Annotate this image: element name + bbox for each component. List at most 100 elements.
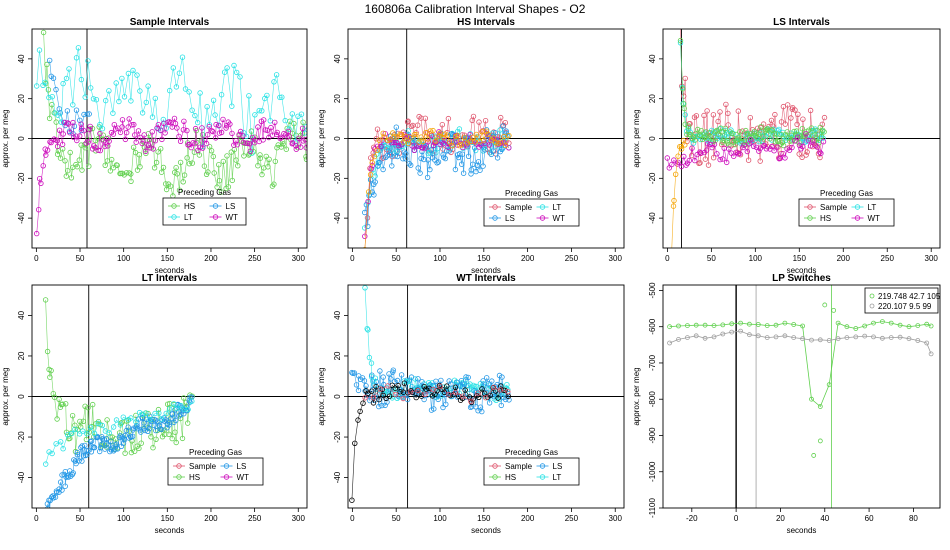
data-point [293,146,299,152]
data-point [384,145,390,151]
data-point [199,125,205,131]
data-point [820,127,826,133]
data-point [764,323,770,329]
data-point [492,130,498,136]
data-point [755,131,762,137]
legend-swatch-point [176,463,182,469]
data-point [362,233,368,239]
y-tick-label: 0 [333,136,342,141]
data-point [231,62,237,69]
data-point [720,137,726,143]
data-point [78,142,84,148]
data-point [677,37,684,44]
data-point [62,158,68,164]
data-point [68,175,75,181]
data-point [47,57,53,64]
data-point [128,98,134,104]
data-point [397,389,403,395]
data-point [100,132,106,138]
data-point [880,335,885,341]
data-point [192,140,198,147]
data-point [758,124,764,130]
data-point [88,438,95,444]
data-point [296,135,302,141]
data-point [697,160,703,166]
data-point [50,75,57,81]
data-point [376,403,382,410]
data-point [134,426,141,432]
data-point [82,94,88,100]
data-point [368,360,375,366]
data-point [89,146,96,152]
data-point [206,123,212,130]
data-point [807,107,814,114]
data-point [158,426,165,433]
data-point [818,150,824,157]
series-line [47,396,192,508]
legend-swatch-point [539,215,546,221]
legend-swatch-point [212,214,219,220]
data-point [502,396,509,403]
legend-swatch-point [539,474,546,480]
legend-title: Preceding Gas [189,448,242,457]
data-point [172,417,179,424]
data-point [387,387,393,393]
data-point [112,442,118,448]
x-tick-label: 50 [392,254,401,263]
data-point [64,108,71,114]
data-point [755,333,761,339]
data-point [259,108,265,114]
data-point [298,144,304,150]
data-point [791,128,797,135]
data-point [269,132,276,138]
data-point [809,396,814,402]
y-axis-label: approx. per meg [317,109,326,167]
panel-sample: Sample Intervals seconds approx. per meg 0 5… [1,17,308,275]
data-point [44,147,51,153]
data-point [282,117,288,124]
data-point [86,163,92,169]
data-point [197,144,203,150]
data-point [138,440,144,446]
data-point [725,135,731,141]
data-point [449,142,455,149]
data-point [675,153,681,159]
data-point [142,148,149,155]
data-point [835,336,841,342]
data-point [236,131,242,138]
x-tick-label: 200 [521,254,535,263]
data-point [747,134,753,140]
data-point [143,99,149,106]
data-point [66,66,72,72]
data-point [243,140,249,146]
data-point [769,127,775,133]
data-point [261,117,267,123]
data-point [362,395,368,401]
data-point [391,378,398,385]
data-point [57,155,64,161]
data-point [213,121,219,128]
data-point [818,133,825,140]
data-point [99,125,106,132]
data-point [803,130,809,137]
data-point [813,143,819,149]
data-point [792,107,798,113]
y-tick-label: -1000 [648,461,657,482]
data-point [177,138,184,144]
data-point [744,148,750,155]
data-point [452,166,459,173]
data-point [134,72,140,78]
data-point [406,133,412,140]
data-point [351,370,358,376]
legend-box [483,198,580,227]
x-tick-label: 250 [881,254,895,263]
panel-wt: WT Intervals seconds approx. per meg 0 50 100… [317,273,625,535]
data-point [259,171,265,178]
data-point [490,135,497,141]
data-point [145,142,152,148]
data-point [184,408,190,414]
y-tick-label: 0 [648,136,657,141]
data-point [420,138,426,145]
data-point [785,102,791,108]
data-point [126,428,133,434]
